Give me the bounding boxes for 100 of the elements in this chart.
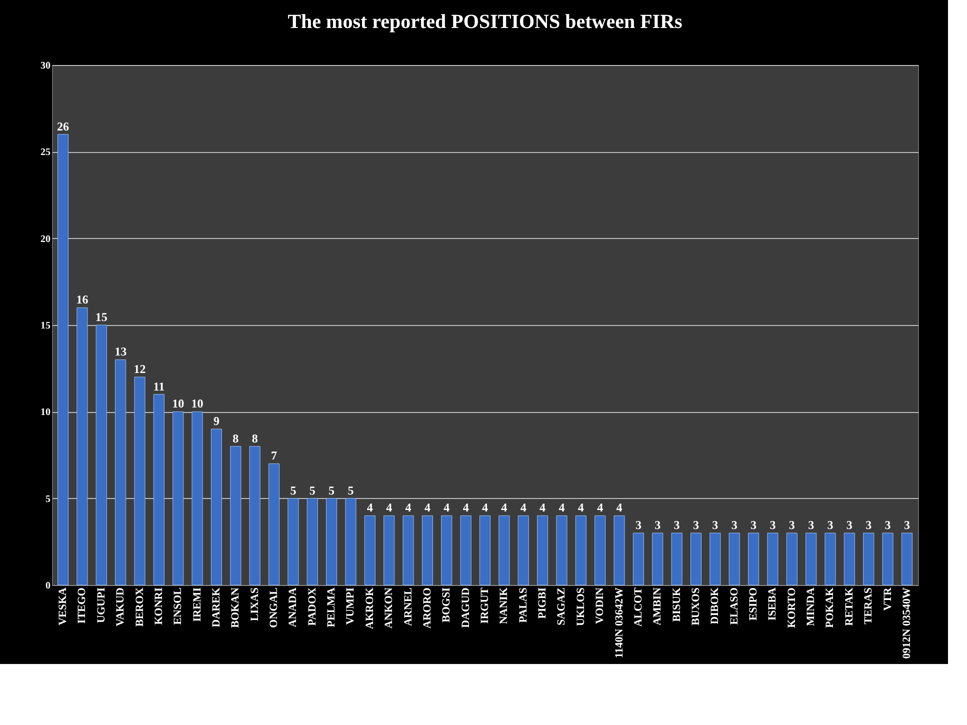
- data-label: 12: [134, 362, 146, 376]
- data-label: 3: [866, 518, 872, 532]
- data-label: 3: [884, 518, 891, 532]
- x-tick-label: ANKON: [383, 587, 396, 628]
- bar: [594, 515, 606, 586]
- x-tick-label: DAGUD: [460, 587, 472, 628]
- bar: [882, 532, 894, 586]
- x-tick-label: AKROK: [364, 587, 376, 630]
- data-label: 4: [424, 500, 430, 515]
- bar: [441, 515, 452, 586]
- x-tick-label: SAGAZ: [556, 588, 568, 626]
- bar: [690, 532, 702, 586]
- bar: [115, 359, 126, 586]
- x-tick-label: 1140N 03642W: [613, 588, 626, 658]
- bar: [384, 515, 395, 586]
- x-tick-label: UKLOS: [574, 588, 587, 626]
- data-label: 4: [482, 500, 488, 515]
- bar: [710, 532, 721, 586]
- x-tick-label: BOKAN: [230, 587, 242, 628]
- data-label: 4: [366, 500, 373, 515]
- bar: [230, 446, 242, 586]
- y-tick-label: 10: [40, 407, 50, 418]
- y-tick-label: 30: [40, 60, 50, 72]
- bar: [192, 411, 203, 586]
- data-label: 5: [309, 483, 316, 498]
- x-tick-label: BEROX: [134, 587, 146, 627]
- bar: [58, 134, 69, 586]
- y-tick-label: 0: [46, 580, 50, 592]
- data-label: 3: [654, 518, 661, 532]
- bar: [537, 515, 548, 586]
- x-tick-label: VTR: [882, 586, 894, 611]
- data-label: 3: [674, 518, 680, 532]
- bar: [345, 498, 356, 586]
- bar: [671, 532, 682, 586]
- data-label: 5: [348, 483, 354, 498]
- x-tick-label: ARORO: [421, 587, 434, 628]
- x-tick-label: LIXAS: [248, 588, 261, 622]
- bar: [498, 515, 510, 586]
- bar: [767, 532, 778, 586]
- data-label: 10: [172, 396, 184, 411]
- x-tick-label: VAKUD: [114, 587, 127, 626]
- data-label: 3: [788, 518, 795, 532]
- bar: [172, 411, 184, 586]
- data-label: 3: [808, 518, 814, 532]
- bar: [518, 515, 529, 586]
- x-tick-label: ENSOL: [172, 588, 184, 625]
- bar: [288, 498, 299, 586]
- x-tick-label: ELASO: [728, 587, 740, 625]
- bar: [422, 515, 433, 586]
- bar: [460, 515, 472, 586]
- data-label: 9: [213, 414, 220, 428]
- bar: [728, 532, 740, 586]
- bar: [575, 515, 586, 586]
- data-label: 4: [405, 500, 412, 515]
- data-label: 4: [386, 500, 392, 515]
- data-label: 3: [731, 518, 738, 532]
- bar: [806, 532, 817, 586]
- data-label: 4: [578, 500, 584, 515]
- data-label: 15: [95, 310, 108, 324]
- x-tick-label: PALAS: [517, 588, 530, 623]
- x-tick-label: KORTO: [786, 587, 798, 628]
- bar: [364, 515, 376, 586]
- x-tick-label: BUXOS: [690, 588, 702, 626]
- bar: [632, 532, 644, 586]
- x-tick-label: ARNEL: [402, 588, 414, 626]
- data-label: 4: [540, 500, 546, 515]
- bar: [210, 428, 222, 586]
- x-tick-label: PIGBI: [536, 588, 549, 619]
- bar: [556, 515, 568, 586]
- x-tick-label: BISUK: [670, 587, 683, 622]
- data-label: 3: [846, 518, 852, 532]
- x-tick-label: KONRI: [152, 588, 165, 625]
- bar: [402, 515, 414, 586]
- x-tick-label: VESKA: [57, 587, 70, 626]
- x-tick-label: PELMA: [326, 587, 338, 628]
- data-label: 3: [712, 518, 718, 532]
- bar: [824, 532, 836, 586]
- data-label: 8: [232, 431, 239, 446]
- x-tick-label: PADOX: [306, 587, 318, 626]
- data-label: 4: [501, 500, 508, 515]
- y-tick-label: 25: [40, 147, 50, 158]
- y-tick-label: 5: [46, 494, 50, 505]
- data-label: 7: [271, 448, 278, 463]
- x-tick-label: ISEBA: [766, 587, 779, 621]
- data-label: 4: [520, 500, 526, 515]
- data-label: 3: [692, 518, 699, 532]
- bar: [748, 532, 760, 586]
- x-tick-label: UGUPI: [95, 588, 108, 623]
- bar: [134, 376, 146, 586]
- x-tick-label: RETAK: [843, 587, 856, 626]
- data-label: 3: [904, 518, 910, 532]
- bar: [479, 515, 491, 586]
- x-tick-label: 0912N 03540W: [900, 588, 913, 659]
- chart-title: The most reported POSITIONS between FIRs: [288, 11, 683, 33]
- data-label: 26: [57, 119, 70, 134]
- data-label: 4: [558, 500, 565, 515]
- x-tick-label: NANIK: [498, 587, 510, 624]
- data-label: 4: [616, 500, 622, 515]
- data-label: 3: [635, 518, 642, 532]
- bar: [249, 446, 260, 586]
